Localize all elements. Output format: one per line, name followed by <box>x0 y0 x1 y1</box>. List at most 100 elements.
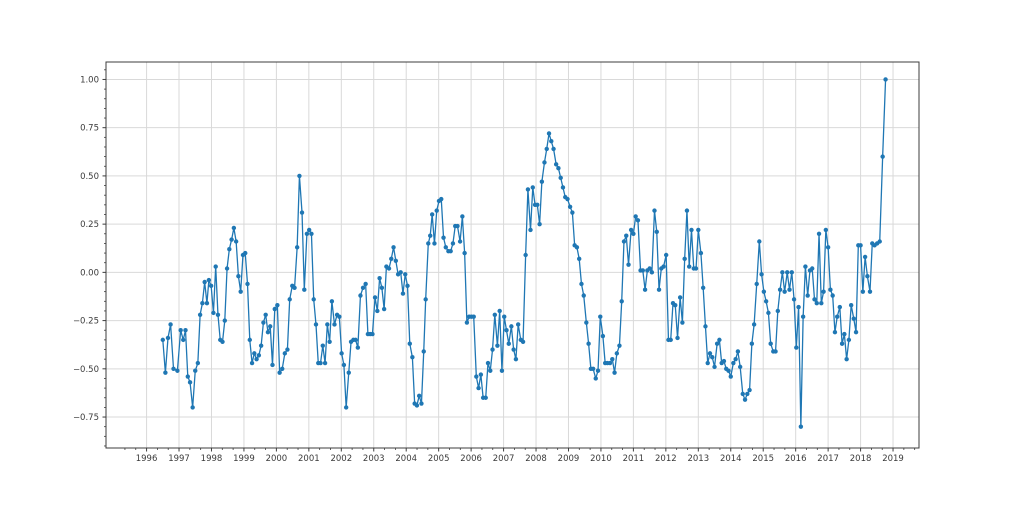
data-point <box>821 289 826 294</box>
data-point <box>661 264 666 269</box>
data-point <box>355 345 361 350</box>
data-point <box>617 343 622 348</box>
data-point <box>339 351 344 356</box>
data-point <box>379 285 385 290</box>
data-point <box>370 331 375 337</box>
data-point <box>546 131 552 136</box>
data-point <box>839 341 845 346</box>
data-point <box>816 231 822 236</box>
data-point <box>794 345 799 350</box>
x-tick-label: 2009 <box>558 454 580 464</box>
data-point <box>426 241 431 246</box>
data-point <box>798 424 804 429</box>
axes-spines <box>105 61 920 449</box>
data-point <box>712 364 717 370</box>
data-point <box>476 385 481 391</box>
data-point <box>513 356 519 362</box>
data-point <box>464 320 470 325</box>
data-point <box>492 312 498 317</box>
data-point <box>789 270 794 275</box>
data-point <box>705 360 710 366</box>
data-point <box>341 362 347 368</box>
data-point <box>171 366 176 372</box>
data-point <box>363 281 368 287</box>
data-point <box>229 237 234 242</box>
data-point <box>329 299 335 304</box>
data-point <box>525 187 531 192</box>
data-point <box>419 401 424 406</box>
data-point <box>542 160 547 165</box>
data-point <box>574 245 580 250</box>
data-point <box>567 204 573 209</box>
data-point <box>805 293 810 298</box>
data-point <box>471 314 476 319</box>
data-point <box>624 233 629 238</box>
data-point <box>621 239 627 244</box>
data-point <box>860 289 866 294</box>
data-point <box>677 295 683 300</box>
data-point <box>478 372 484 377</box>
data-point <box>485 360 491 366</box>
data-point <box>187 380 193 385</box>
x-tick-label: 2002 <box>330 454 352 464</box>
data-point <box>309 231 314 236</box>
data-point <box>265 329 271 335</box>
data-point <box>423 297 428 302</box>
data-point <box>593 376 598 381</box>
data-point <box>737 364 743 370</box>
data-point <box>231 225 237 231</box>
data-point <box>243 250 248 256</box>
data-point <box>853 329 859 335</box>
grid <box>106 62 919 448</box>
data-point <box>867 289 873 294</box>
data-point <box>403 272 408 277</box>
data-point <box>400 291 406 296</box>
x-tick-label: 2007 <box>493 454 515 464</box>
data-point <box>224 266 230 271</box>
data-point <box>168 322 173 327</box>
data-point <box>714 341 720 346</box>
data-point <box>434 208 439 213</box>
data-point <box>558 175 563 181</box>
data-point <box>717 337 722 343</box>
data-point <box>292 285 297 290</box>
data-point <box>337 314 342 319</box>
data-point <box>800 314 806 319</box>
x-tick-label: 2018 <box>850 454 872 464</box>
data-point <box>441 235 446 240</box>
data-point <box>700 285 706 290</box>
data-point <box>175 368 180 373</box>
data-point <box>787 287 792 292</box>
data-point <box>313 322 319 327</box>
data-point <box>791 297 797 302</box>
data-point <box>740 391 745 397</box>
x-tick-label: 2015 <box>752 454 774 464</box>
data-point <box>823 227 829 233</box>
data-point <box>858 243 863 248</box>
data-point <box>428 233 433 238</box>
data-point <box>407 341 412 346</box>
data-point <box>322 360 328 366</box>
data-point <box>749 341 755 346</box>
y-tick-label: −0.75 <box>73 413 99 423</box>
data-point <box>707 351 713 356</box>
data-point <box>759 272 764 277</box>
y-tick-label: 0.50 <box>80 172 99 182</box>
data-series <box>160 77 888 429</box>
data-point <box>197 312 203 317</box>
data-point <box>215 312 221 317</box>
x-tick-label: 2008 <box>525 454 547 464</box>
data-point <box>483 395 488 400</box>
data-point <box>842 331 847 337</box>
data-point <box>220 339 225 345</box>
data-point <box>825 245 831 250</box>
data-point <box>386 266 392 271</box>
data-point <box>584 320 589 325</box>
data-point <box>238 289 243 294</box>
data-point <box>432 241 437 246</box>
data-point <box>178 328 183 333</box>
data-point <box>577 256 582 262</box>
data-point <box>551 146 556 152</box>
data-point <box>311 297 316 302</box>
